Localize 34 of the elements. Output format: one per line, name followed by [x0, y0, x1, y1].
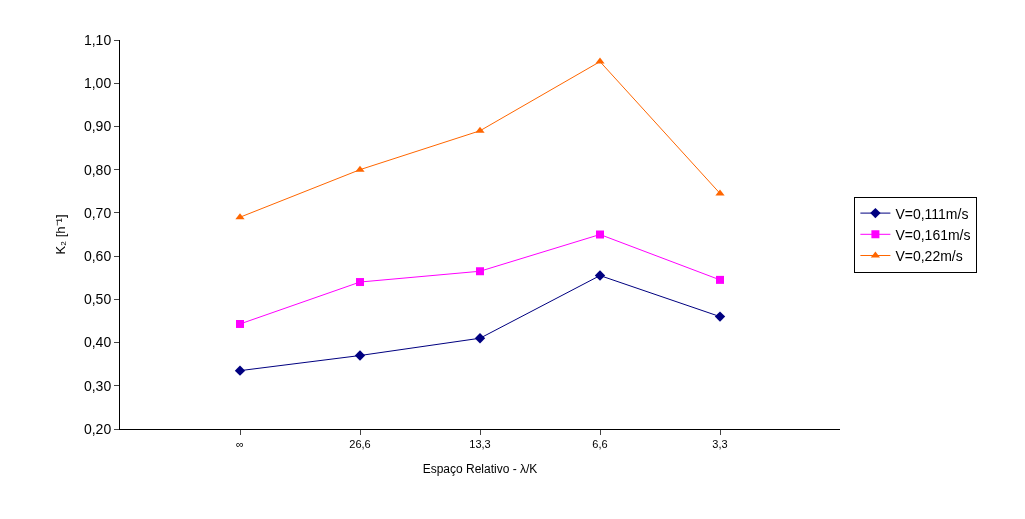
- y-tick-label: 0,20: [83, 420, 112, 437]
- point: [714, 311, 726, 322]
- y-tick-label: 0,80: [83, 161, 112, 178]
- point: [355, 165, 365, 172]
- y-tick-label: 0,50: [83, 291, 112, 308]
- point: [474, 333, 486, 344]
- legend-label: V=0,22m/s: [895, 247, 963, 264]
- point: [594, 270, 606, 281]
- y-tick-label: 0,90: [83, 118, 112, 135]
- x-axis-title: Espaço Relativo - λ/K: [422, 462, 538, 477]
- point: [475, 126, 485, 133]
- y-tick-label: 0,60: [83, 248, 112, 265]
- y-tick-label: 0,70: [83, 204, 112, 221]
- point: [356, 278, 364, 287]
- point: [235, 213, 245, 220]
- x-tick-label: ∞: [236, 438, 244, 451]
- y-tick-label: 1,00: [83, 75, 112, 92]
- x-tick-label: 26,6: [349, 438, 371, 451]
- point: [595, 57, 605, 64]
- point: [716, 275, 724, 284]
- point: [234, 365, 246, 376]
- point: [476, 267, 484, 276]
- y-axis-title: K₂ [h⁻¹]: [52, 214, 68, 255]
- legend-label: V=0,161m/s: [895, 226, 971, 243]
- legend-label: V=0,111m/s: [895, 205, 969, 222]
- x-tick-label: 6,6: [592, 438, 608, 451]
- point: [236, 319, 244, 328]
- x-tick-label: 13,3: [469, 438, 491, 451]
- y-tick-label: 0,40: [83, 334, 112, 351]
- x-tick-label: 3,3: [712, 438, 728, 451]
- point: [596, 230, 604, 239]
- y-tick-label: 1,10: [83, 31, 112, 48]
- point: [354, 350, 366, 361]
- y-tick-label: 0,30: [83, 377, 112, 394]
